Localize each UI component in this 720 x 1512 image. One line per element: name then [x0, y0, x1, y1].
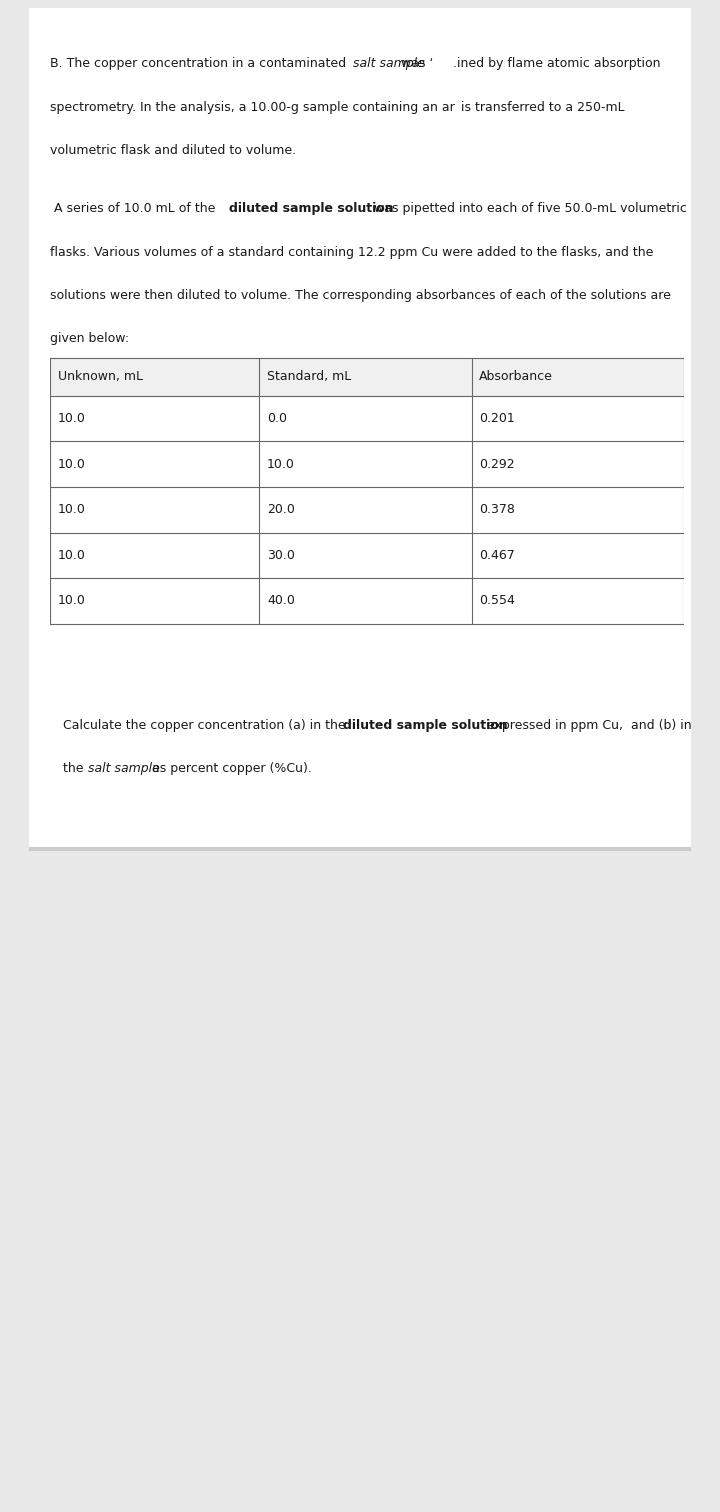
Text: is transferred to a 250-mL: is transferred to a 250-mL — [461, 101, 624, 113]
Text: given below:: given below: — [50, 333, 130, 345]
Text: 30.0: 30.0 — [267, 549, 295, 562]
Text: Unknown, mL: Unknown, mL — [58, 370, 143, 384]
Text: diluted sample solution: diluted sample solution — [343, 718, 508, 732]
Text: as percent copper (%Cu).: as percent copper (%Cu). — [148, 762, 312, 776]
Text: A series of 10.0 mL of the: A series of 10.0 mL of the — [50, 203, 220, 215]
Text: 0.554: 0.554 — [480, 594, 516, 608]
Text: Standard, mL: Standard, mL — [267, 370, 351, 384]
Text: diluted sample solution: diluted sample solution — [229, 203, 394, 215]
Text: 10.0: 10.0 — [58, 413, 86, 425]
Text: salt sample: salt sample — [353, 57, 425, 71]
Text: 0.292: 0.292 — [480, 458, 515, 470]
Bar — [29, 8, 691, 847]
Bar — [50, 487, 684, 532]
Text: 20.0: 20.0 — [267, 503, 295, 516]
Bar — [50, 578, 684, 624]
Text: 0.201: 0.201 — [480, 413, 515, 425]
Text: Absorbance: Absorbance — [480, 370, 553, 384]
Text: 10.0: 10.0 — [58, 594, 86, 608]
Bar — [50, 532, 684, 578]
Text: was ‘: was ‘ — [397, 57, 433, 71]
Text: 0.467: 0.467 — [480, 549, 515, 562]
Text: 0.0: 0.0 — [267, 413, 287, 425]
Text: 10.0: 10.0 — [267, 458, 295, 470]
Text: .ined by flame atomic absorption: .ined by flame atomic absorption — [453, 57, 660, 71]
Text: 40.0: 40.0 — [267, 594, 295, 608]
Text: was pipetted into each of five 50.0-mL volumetric: was pipetted into each of five 50.0-mL v… — [370, 203, 687, 215]
Text: 10.0: 10.0 — [58, 549, 86, 562]
Bar — [50, 442, 684, 487]
Bar — [50, 358, 684, 396]
Text: volumetric flask and diluted to volume.: volumetric flask and diluted to volume. — [50, 144, 297, 157]
Text: B. The copper concentration in a contaminated: B. The copper concentration in a contami… — [50, 57, 351, 71]
Text: flasks. Various volumes of a standard containing 12.2 ppm Cu were added to the f: flasks. Various volumes of a standard co… — [50, 245, 654, 259]
Bar — [50, 396, 684, 442]
Text: expressed in ppm Cu,  and (b) in: expressed in ppm Cu, and (b) in — [482, 718, 691, 732]
Bar — [29, 847, 691, 851]
Text: salt sample: salt sample — [88, 762, 160, 776]
Text: 0.378: 0.378 — [480, 503, 516, 516]
Text: the: the — [63, 762, 88, 776]
Text: Calculate the copper concentration (a) in the: Calculate the copper concentration (a) i… — [63, 718, 350, 732]
Text: 10.0: 10.0 — [58, 503, 86, 516]
Text: 10.0: 10.0 — [58, 458, 86, 470]
Text: spectrometry. In the analysis, a 10.00-g sample containing an ar: spectrometry. In the analysis, a 10.00-g… — [50, 101, 455, 113]
Text: solutions were then diluted to volume. The corresponding absorbances of each of : solutions were then diluted to volume. T… — [50, 289, 671, 302]
